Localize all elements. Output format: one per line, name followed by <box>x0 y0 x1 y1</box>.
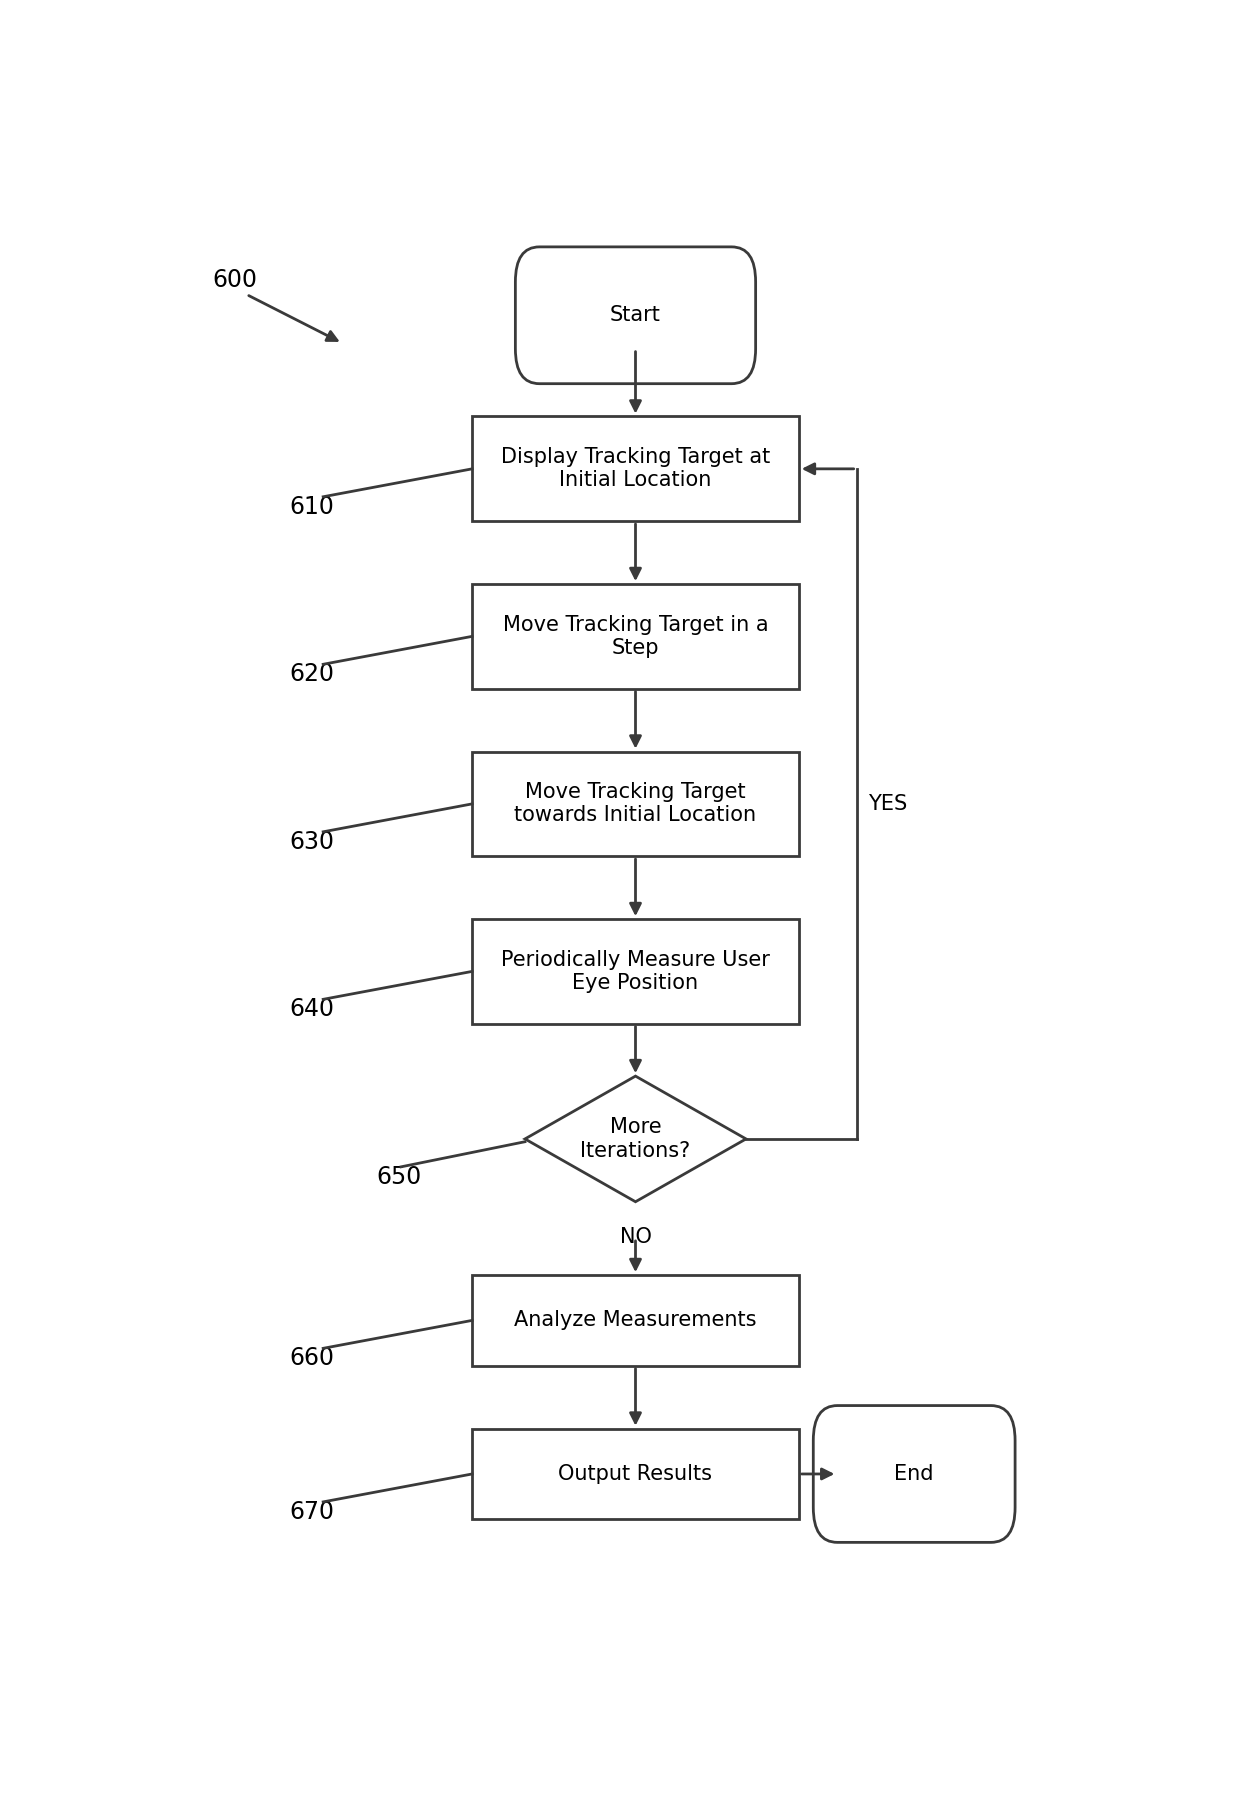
Text: 640: 640 <box>290 997 335 1021</box>
Text: Move Tracking Target in a
Step: Move Tracking Target in a Step <box>502 615 769 658</box>
Text: 660: 660 <box>290 1345 335 1371</box>
Text: 620: 620 <box>290 662 335 685</box>
Text: Start: Start <box>610 305 661 325</box>
Text: 610: 610 <box>290 495 335 519</box>
Bar <box>472 752 799 856</box>
Text: End: End <box>894 1463 934 1485</box>
Text: NO: NO <box>620 1227 651 1247</box>
Text: Output Results: Output Results <box>558 1463 713 1485</box>
Text: 600: 600 <box>213 268 258 292</box>
Bar <box>472 919 799 1024</box>
FancyBboxPatch shape <box>813 1405 1016 1543</box>
Text: Periodically Measure User
Eye Position: Periodically Measure User Eye Position <box>501 950 770 994</box>
Text: 650: 650 <box>376 1164 422 1189</box>
Text: Move Tracking Target
towards Initial Location: Move Tracking Target towards Initial Loc… <box>515 781 756 825</box>
FancyBboxPatch shape <box>516 247 755 384</box>
Bar <box>472 1275 799 1365</box>
Bar <box>472 1429 799 1519</box>
Text: Analyze Measurements: Analyze Measurements <box>515 1311 756 1331</box>
Text: 670: 670 <box>290 1499 335 1523</box>
Bar <box>472 584 799 689</box>
Text: More
Iterations?: More Iterations? <box>580 1117 691 1160</box>
Polygon shape <box>525 1077 746 1202</box>
Text: YES: YES <box>868 794 908 814</box>
Text: Display Tracking Target at
Initial Location: Display Tracking Target at Initial Locat… <box>501 448 770 491</box>
Bar <box>472 417 799 520</box>
Text: 630: 630 <box>290 830 335 854</box>
